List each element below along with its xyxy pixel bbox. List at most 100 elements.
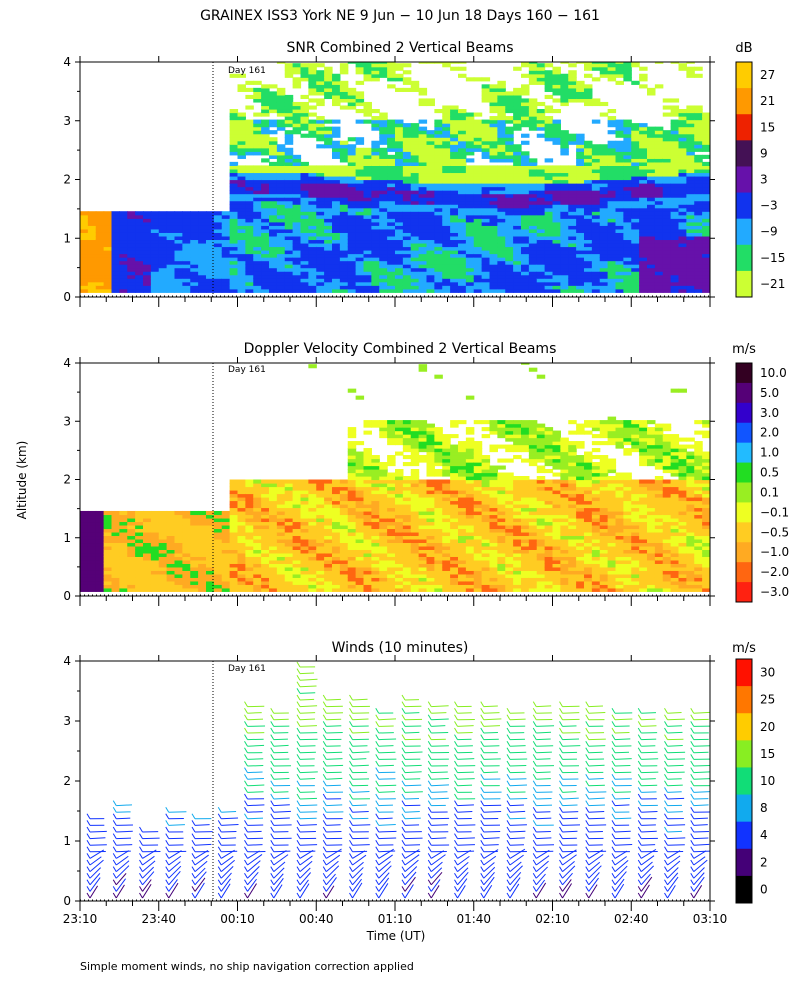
field-cell: [490, 232, 498, 236]
field-cell: [332, 204, 340, 208]
field-cell: [434, 158, 442, 162]
field-cell: [419, 278, 427, 282]
field-cell: [127, 542, 135, 546]
field-cell: [104, 514, 112, 518]
field-cell: [427, 250, 435, 254]
field-cell: [663, 208, 671, 212]
field-cell: [222, 535, 230, 539]
field-cell: [576, 208, 584, 212]
field-cell: [434, 218, 442, 222]
field-cell: [230, 275, 238, 279]
field-cell: [253, 553, 261, 557]
field-cell: [663, 278, 671, 282]
field-cell: [679, 127, 687, 131]
field-cell: [560, 91, 568, 95]
field-cell: [371, 172, 379, 176]
field-cell: [411, 197, 419, 201]
field-cell: [434, 141, 442, 145]
field-cell: [395, 187, 403, 191]
field-cell: [371, 109, 379, 113]
field-cell: [222, 514, 230, 518]
field-cell: [214, 222, 222, 226]
field-cell: [623, 169, 631, 173]
field-cell: [497, 197, 505, 201]
field-cell: [694, 261, 702, 265]
field-cell: [600, 261, 608, 265]
field-cell: [261, 130, 269, 134]
field-cell: [316, 77, 324, 81]
field-cell: [127, 581, 135, 585]
field-cell: [529, 257, 537, 261]
field-cell: [316, 556, 324, 560]
field-cell: [568, 229, 576, 233]
field-cell: [293, 254, 301, 258]
field-cell: [458, 271, 466, 275]
field-cell: [175, 250, 183, 254]
field-cell: [521, 215, 529, 219]
field-cell: [466, 246, 474, 250]
field-cell: [135, 560, 143, 564]
field-cell: [245, 225, 253, 229]
field-cell: [379, 504, 387, 508]
field-cell: [466, 204, 474, 208]
field-cell: [655, 208, 663, 212]
field-cell: [505, 165, 513, 169]
field-cell: [261, 187, 269, 191]
field-cell: [324, 507, 332, 511]
field-cell: [497, 81, 505, 85]
field-cell: [230, 483, 238, 487]
field-cell: [442, 222, 450, 226]
field-cell: [647, 254, 655, 258]
field-cell: [529, 123, 537, 127]
field-cell: [482, 246, 490, 250]
field-cell: [600, 201, 608, 205]
field-cell: [490, 158, 498, 162]
field-cell: [403, 187, 411, 191]
field-cell: [379, 211, 387, 215]
field-cell: [686, 105, 694, 109]
field-cell: [686, 151, 694, 155]
field-cell: [135, 243, 143, 247]
field-cell: [269, 250, 277, 254]
field-cell: [324, 77, 332, 81]
field-cell: [466, 243, 474, 247]
field-cell: [112, 549, 120, 553]
field-cell: [238, 84, 246, 88]
field-cell: [80, 553, 88, 557]
field-cell: [332, 271, 340, 275]
field-cell: [576, 180, 584, 184]
field-cell: [419, 176, 427, 180]
field-cell: [395, 211, 403, 215]
field-cell: [324, 218, 332, 222]
field-cell: [379, 539, 387, 543]
field-cell: [340, 285, 348, 289]
field-cell: [513, 211, 521, 215]
field-cell: [371, 187, 379, 191]
field-cell: [293, 268, 301, 272]
field-cell: [112, 215, 120, 219]
field-cell: [403, 282, 411, 286]
field-cell: [458, 229, 466, 233]
field-cell: [198, 525, 206, 529]
field-cell: [419, 218, 427, 222]
field-cell: [608, 254, 616, 258]
field-cell: [316, 91, 324, 95]
field-cell: [340, 581, 348, 585]
field-cell: [190, 588, 198, 592]
field-cell: [356, 204, 364, 208]
field-cell: [387, 504, 395, 508]
field-cell: [529, 180, 537, 184]
field-cell: [560, 194, 568, 198]
field-cell: [521, 190, 529, 194]
field-cell: [308, 539, 316, 543]
field-cell: [537, 172, 545, 176]
field-cell: [584, 243, 592, 247]
field-cell: [387, 268, 395, 272]
field-cell: [608, 204, 616, 208]
field-cell: [702, 239, 710, 243]
field-cell: [324, 134, 332, 138]
field-cell: [104, 289, 112, 293]
field-cell: [277, 190, 285, 194]
field-cell: [332, 511, 340, 515]
field-cell: [332, 254, 340, 258]
